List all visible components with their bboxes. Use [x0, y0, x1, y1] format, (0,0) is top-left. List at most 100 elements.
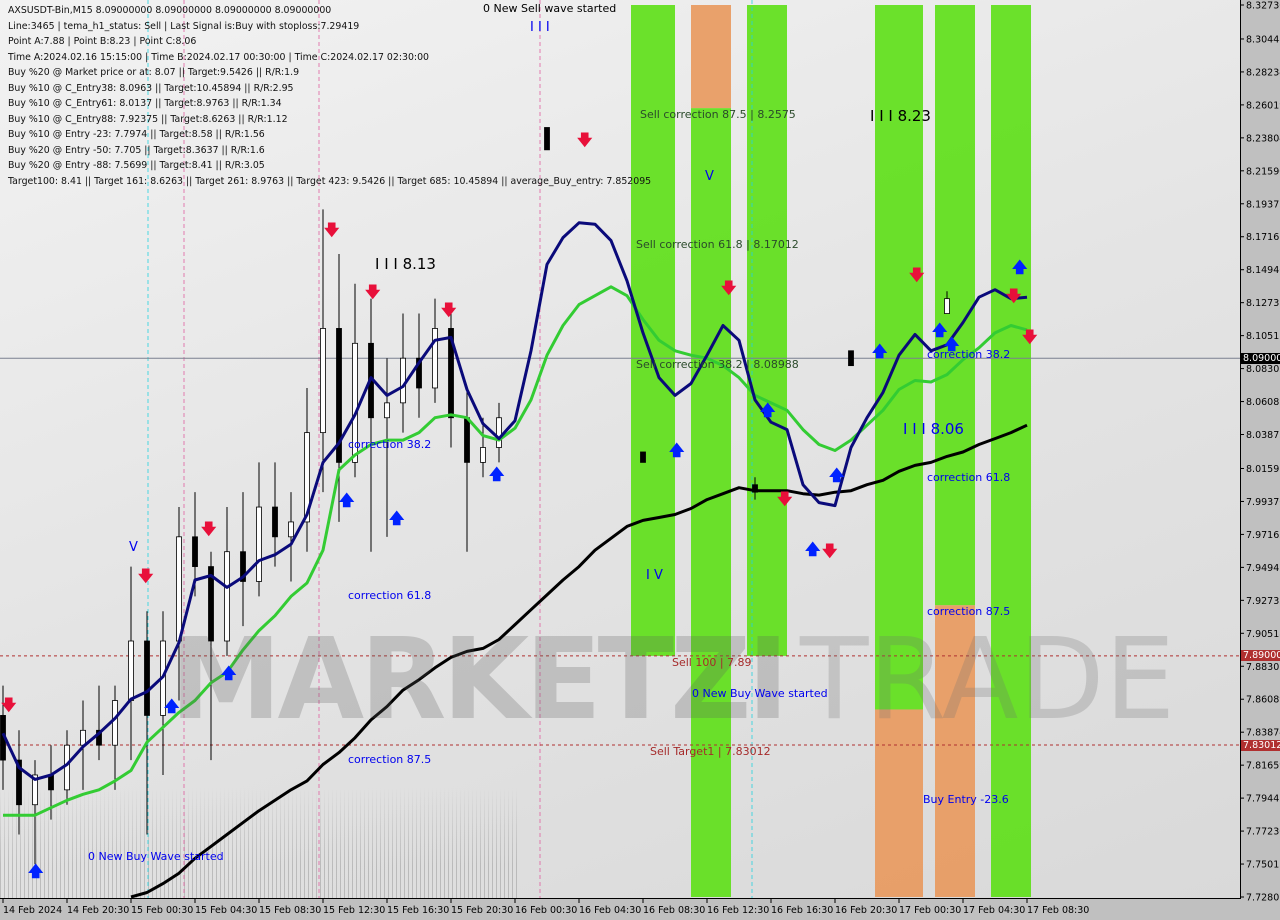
candle-body — [432, 328, 438, 389]
sell-arrow-icon: 🡇 — [777, 490, 793, 508]
info-line: Line:3465 | tema_h1_status: Sell | Last … — [8, 20, 360, 32]
y-tick-label: 8.12731 — [1246, 298, 1280, 309]
wave-label: I I I 8.23 — [870, 107, 931, 125]
sell-arrow-icon: 🡇 — [822, 542, 838, 560]
buy-wave-label: 0 New Buy Wave started — [692, 687, 828, 700]
chart-plot-area[interactable]: MARKETZI TRADE AXSUSDT-Bin,M15 8.0900000… — [0, 0, 1241, 899]
ma_slow-line — [130, 423, 1028, 898]
x-tick-label: 15 Feb 20:30 — [451, 905, 513, 916]
y-tick-label: 7.81659 — [1246, 761, 1280, 772]
buy-arrow-icon: 🡅 — [872, 342, 888, 360]
signal-band-green — [691, 108, 731, 897]
buy-entry-label: Buy Entry -23.6 — [923, 793, 1009, 806]
candle-body — [464, 417, 470, 463]
info-line: Buy %20 @ Entry -88: 7.5699 || Target:8.… — [8, 160, 265, 171]
candle-body — [944, 298, 950, 314]
candle-body — [192, 536, 198, 567]
info-line: Buy %10 @ Entry -23: 7.7974 || Target:8.… — [8, 129, 265, 140]
candle-body — [144, 640, 150, 716]
info-line: Buy %10 @ C_Entry88: 7.92375 || Target:8… — [8, 113, 288, 125]
y-tick-label: 8.19375 — [1246, 199, 1280, 210]
y-tick-label: 8.10517 — [1246, 331, 1280, 342]
sell-arrow-icon: 🡇 — [365, 283, 381, 301]
sell-correction-label: Sell correction 38.2 | 8.08988 — [636, 358, 799, 371]
sell-arrow-icon: 🡇 — [1006, 287, 1022, 305]
buy-arrow-icon: 🡅 — [944, 335, 960, 353]
sell-correction-label: Sell correction 87.5 | 8.2575 — [640, 108, 796, 121]
y-tick-label: 7.92733 — [1246, 596, 1280, 607]
y-tick-label: 8.06087 — [1246, 397, 1280, 408]
x-tick-label: 17 Feb 08:30 — [1027, 905, 1089, 916]
correction-label: correction 61.8 — [927, 471, 1011, 484]
sell-arrow-icon: 🡇 — [138, 567, 154, 585]
x-tick-label: 17 Feb 04:30 — [963, 905, 1025, 916]
candle-body — [336, 328, 342, 463]
x-tick-label: 15 Feb 00:30 — [131, 905, 193, 916]
candle-body — [400, 357, 406, 404]
wave-label: I I I — [530, 20, 550, 35]
wave-label: V — [129, 540, 138, 555]
buy-arrow-icon: 🡅 — [389, 509, 405, 527]
correction-label: correction 61.8 — [348, 589, 432, 602]
y-tick-label: 8.08302 — [1246, 364, 1280, 375]
buy-arrow-icon: 🡅 — [805, 540, 821, 558]
candle-body — [96, 729, 102, 746]
buy-arrow-icon: 🡅 — [1012, 258, 1028, 276]
signal-band-green — [991, 5, 1031, 897]
buy-arrow-icon: 🡅 — [669, 441, 685, 459]
y-tick-label: 8.14946 — [1246, 265, 1280, 276]
volume-bars — [0, 788, 520, 898]
y-tick-label: 7.75015 — [1246, 860, 1280, 871]
y-tick-label: 7.99376 — [1246, 497, 1280, 508]
sell-arrow-icon: 🡇 — [324, 221, 340, 239]
price-tag: 7.83012 — [1241, 739, 1280, 751]
y-tick-label: 7.77230 — [1246, 827, 1280, 838]
candle-body — [640, 451, 646, 463]
y-tick-label: 8.03873 — [1246, 430, 1280, 441]
candle-body — [544, 127, 550, 151]
y-tick-label: 7.90518 — [1246, 629, 1280, 640]
candle-body — [320, 328, 326, 434]
sell-correction-label: Sell correction 61.8 | 8.17012 — [636, 238, 799, 251]
info-panel: AXSUSDT-Bin,M15 8.09000000 8.09000000 8.… — [8, 3, 651, 189]
candle-body — [448, 328, 454, 419]
buy-arrow-icon: 🡅 — [339, 491, 355, 509]
signal-band-green — [935, 5, 975, 606]
sell-arrow-icon: 🡇 — [577, 131, 593, 149]
signal-band-orange — [691, 5, 731, 109]
watermark-logo-trade: TRADE — [800, 615, 1176, 745]
buy-arrow-icon: 🡅 — [164, 697, 180, 715]
price-chart — [0, 0, 1240, 898]
y-tick-label: 8.01591 — [1246, 464, 1280, 475]
y-tick-label: 8.21590 — [1246, 166, 1280, 177]
y-tick-label: 7.97162 — [1246, 530, 1280, 541]
candle-body — [496, 417, 502, 448]
info-line: Buy %20 @ Market price or at: 8.07 || Ta… — [8, 67, 300, 78]
candle-body — [64, 744, 70, 791]
y-tick-label: 8.28234 — [1246, 67, 1280, 78]
sell-arrow-icon: 🡇 — [909, 266, 925, 284]
candle-body — [272, 506, 278, 538]
buy-arrow-icon: 🡅 — [28, 862, 44, 880]
y-tick-label: 7.86089 — [1246, 695, 1280, 706]
wave-label: V — [705, 169, 714, 184]
info-line: Buy %10 @ C_Entry61: 8.0137 || Target:8.… — [8, 98, 282, 109]
x-tick-label: 16 Feb 20:30 — [835, 905, 897, 916]
candle-body — [16, 759, 22, 806]
correction-label: correction 87.5 — [927, 605, 1011, 618]
x-tick-label: 16 Feb 08:30 — [643, 905, 705, 916]
sell-arrow-icon: 🡇 — [1022, 328, 1038, 346]
wave-label: I V — [646, 568, 663, 583]
candle-body — [304, 432, 310, 523]
y-tick-label: 8.23804 — [1246, 133, 1280, 144]
info-line: Time A:2024.02.16 15:15:00 | Time B:2024… — [8, 51, 429, 63]
tema-line — [1, 221, 1028, 781]
watermark-logo: MARKETZI — [170, 615, 789, 745]
candle-body — [208, 566, 214, 642]
price-tag: 8.09000 — [1241, 352, 1280, 364]
signal-band-orange — [935, 605, 975, 897]
buy-arrow-icon: 🡅 — [760, 401, 776, 419]
x-tick-label: 15 Feb 08:30 — [259, 905, 321, 916]
